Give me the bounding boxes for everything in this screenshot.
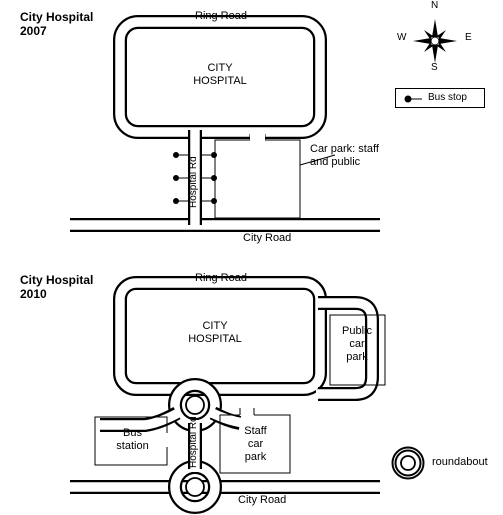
ring-road-label-2010: Ring Road (195, 272, 247, 285)
compass-e: E (465, 32, 472, 44)
staff-carpark-label: Staff car park (228, 425, 283, 465)
ring-road-label-2007: Ring Road (195, 10, 247, 23)
compass-n: N (431, 0, 438, 12)
public-carpark-label: Public car park (332, 325, 382, 365)
legend-bus-stop-box: Bus stop (395, 88, 485, 108)
hospital-rd-label-2010: Hospital Rd (188, 416, 200, 468)
carpark-note-2007: Car park: staff and public (310, 143, 379, 169)
compass-w: W (397, 32, 406, 44)
legend-roundabout-label: roundabout (432, 456, 488, 469)
hospital-building-label-2007: CITY HOSPITAL (175, 62, 265, 88)
legend-roundabout-icon (388, 443, 428, 483)
hospital-building-label-2010: CITY HOSPITAL (170, 320, 260, 346)
legend-bus-stop-label: Bus stop (428, 92, 467, 104)
city-road-label-2007: City Road (243, 232, 291, 245)
compass-s: S (431, 62, 438, 74)
city-road-label-2010: City Road (238, 494, 286, 507)
bus-station-label: Bus station (105, 427, 160, 453)
hospital-rd-label-2007: Hospital Rd (188, 156, 200, 208)
